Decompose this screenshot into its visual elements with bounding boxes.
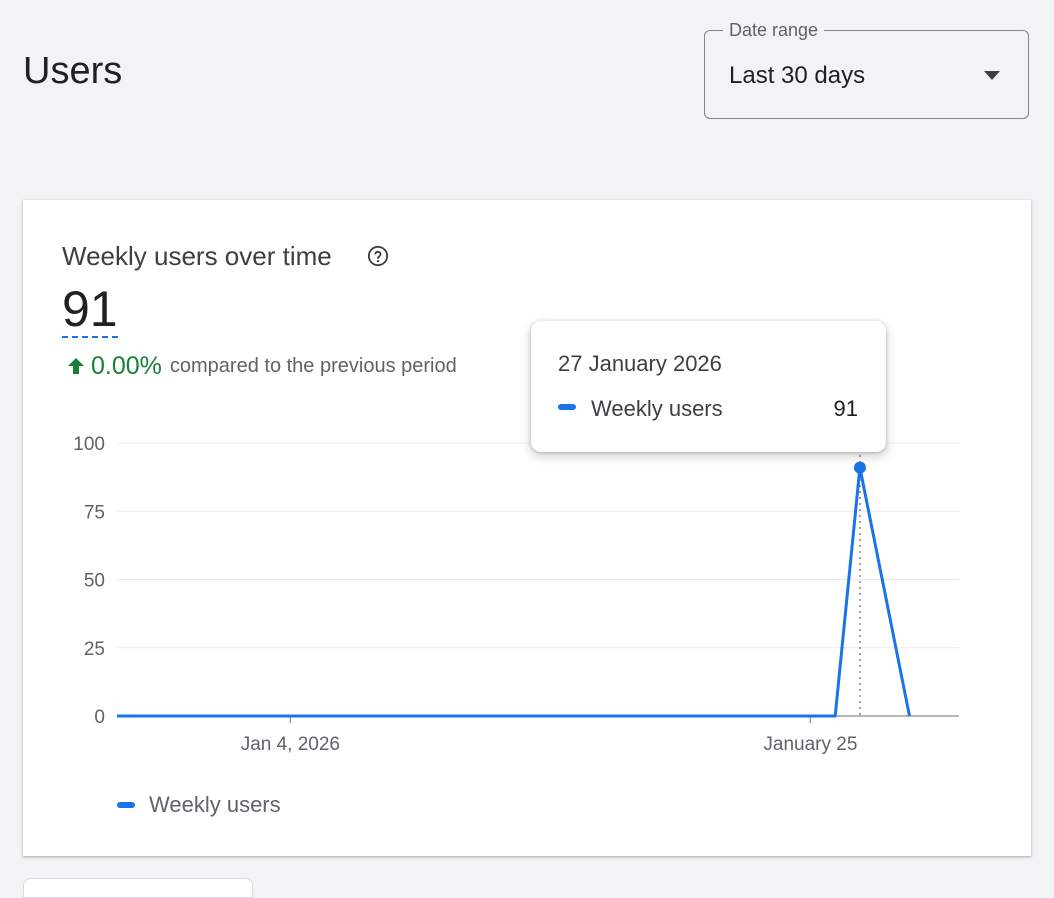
next-card-edge bbox=[23, 878, 253, 898]
card-title: Weekly users over time bbox=[62, 241, 332, 271]
change-value: 0.00% bbox=[91, 352, 162, 380]
page-title: Users bbox=[23, 50, 123, 92]
legend-item-weekly-users[interactable]: Weekly users bbox=[117, 792, 281, 818]
line-chart[interactable]: 0 25 50 75 100 Jan 4, 2026 January 25 bbox=[23, 200, 1031, 856]
weekly-users-card: Weekly users over time 91 0.00% compared… bbox=[23, 200, 1031, 856]
date-range-value: Last 30 days bbox=[729, 62, 866, 89]
chart-tooltip: 27 January 2026 Weekly users 91 bbox=[531, 321, 886, 452]
metric-value[interactable]: 91 bbox=[62, 281, 118, 338]
series-line-weekly-users bbox=[117, 466, 911, 718]
y-tick-label-0: 0 bbox=[94, 707, 105, 728]
x-tick-label-0: Jan 4, 2026 bbox=[241, 734, 340, 755]
tooltip-value: 91 bbox=[833, 396, 858, 421]
legend-swatch bbox=[117, 802, 135, 808]
comparison-text: compared to the previous period bbox=[169, 355, 457, 377]
comparison-row: 0.00% compared to the previous period bbox=[67, 351, 457, 381]
tooltip-date: 27 January 2026 bbox=[558, 351, 722, 376]
date-range-select[interactable]: Date range Last 30 days bbox=[704, 19, 1029, 119]
tooltip-series-name: Weekly users bbox=[591, 396, 723, 421]
y-tick-label-75: 75 bbox=[84, 502, 105, 523]
tooltip-series-swatch bbox=[558, 404, 576, 410]
highlight-point bbox=[853, 461, 866, 474]
y-tick-label-100: 100 bbox=[73, 434, 105, 455]
y-tick-label-50: 50 bbox=[84, 571, 105, 592]
dropdown-arrow-icon bbox=[984, 71, 1000, 80]
y-tick-label-25: 25 bbox=[84, 639, 105, 660]
help-icon[interactable] bbox=[367, 245, 389, 267]
date-range-label: Date range bbox=[723, 19, 825, 41]
x-tick-label-1: January 25 bbox=[763, 734, 857, 755]
legend-label: Weekly users bbox=[149, 792, 281, 817]
up-arrow-icon bbox=[68, 358, 84, 374]
